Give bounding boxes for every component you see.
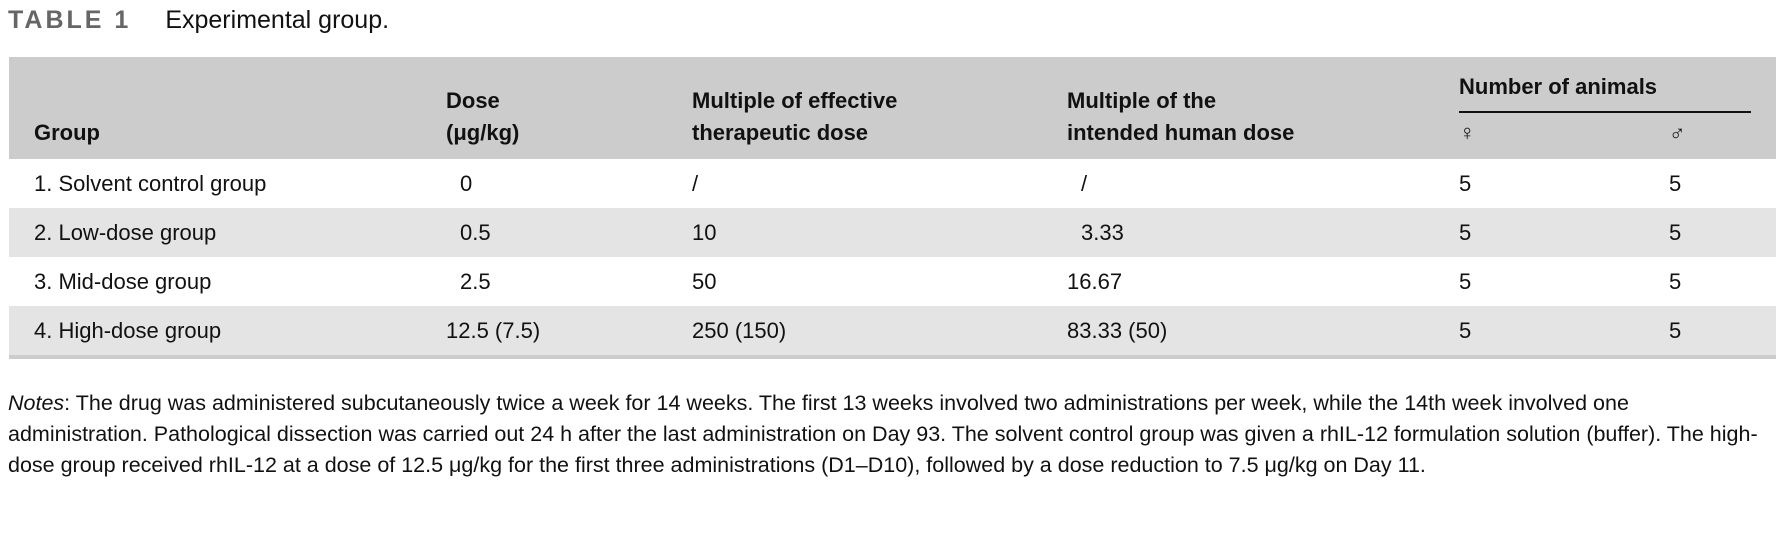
header-animals-label: Number of animals (1459, 74, 1658, 99)
header-male: ♂ (1669, 120, 1686, 145)
cell-human: 16.67 (1067, 268, 1123, 294)
cell-eff: 50 (692, 268, 717, 294)
cell-group: 1. Solvent control group (34, 170, 267, 196)
cell-male: 5 (1669, 317, 1682, 343)
cell-dose: 2.5 (460, 268, 491, 294)
experimental-group-table: Group Dose (μg/kg) Multiple of effective t… (9, 57, 1776, 359)
cell-group: 3. Mid-dose group (34, 268, 212, 294)
header-female: ♀ (1459, 120, 1476, 145)
cell-human: / (1081, 170, 1088, 196)
cell-female: 5 (1459, 170, 1472, 196)
table-row: 3. Mid-dose group 2.5 50 16.67 5 5 (9, 257, 1776, 306)
cell-eff: 10 (692, 219, 717, 245)
notes-label: Notes (8, 391, 65, 415)
notes-text: : The drug was administered subcutaneous… (8, 391, 1758, 477)
header-eff-line2: therapeutic dose (692, 120, 869, 145)
cell-dose: 0.5 (460, 219, 491, 245)
cell-male: 5 (1669, 219, 1682, 245)
cell-female: 5 (1459, 219, 1472, 245)
cell-eff: 250 (150) (692, 317, 787, 343)
table-label: TABLE 1 (8, 6, 132, 34)
table-row: 4. High-dose group 12.5 (7.5) 250 (150) 83.… (9, 306, 1776, 357)
header-human-line1: Multiple of the (1067, 88, 1217, 113)
header-dose-line1: Dose (446, 88, 500, 113)
header-human-multiple: Multiple of the intended human dose (1067, 57, 1459, 159)
header-human-line2: intended human dose (1067, 120, 1295, 145)
table-title: Experimental group. (165, 6, 390, 34)
cell-group: 4. High-dose group (34, 317, 222, 343)
cell-human: 83.33 (50) (1067, 317, 1168, 343)
cell-dose: 0 (460, 170, 473, 196)
header-group: Group (34, 120, 100, 145)
header-rule (1459, 111, 1751, 113)
cell-female: 5 (1459, 317, 1472, 343)
header-eff-line1: Multiple of effective (692, 88, 898, 113)
cell-group: 2. Low-dose group (34, 219, 217, 245)
cell-human: 3.33 (1081, 219, 1124, 245)
table-row: 1. Solvent control group 0 / / 5 5 (9, 159, 1776, 208)
header-effective-multiple: Multiple of effective therapeutic dose (692, 57, 1067, 159)
cell-male: 5 (1669, 170, 1682, 196)
header-dose: Dose (μg/kg) (446, 57, 692, 159)
cell-male: 5 (1669, 268, 1682, 294)
table-row: 2. Low-dose group 0.5 10 3.33 5 5 (9, 208, 1776, 257)
table-notes: Notes: The drug was administered subcuta… (8, 388, 1773, 481)
cell-female: 5 (1459, 268, 1472, 294)
cell-dose: 12.5 (7.5) (446, 317, 541, 343)
cell-eff: / (692, 170, 699, 196)
header-dose-line2: (μg/kg) (446, 120, 520, 145)
header-number-of-animals: Number of animals (1459, 57, 1776, 113)
table-caption: TABLE 1 Experimental group. (8, 6, 389, 35)
header-row: Group Dose (μg/kg) Multiple of effective t… (9, 57, 1776, 145)
